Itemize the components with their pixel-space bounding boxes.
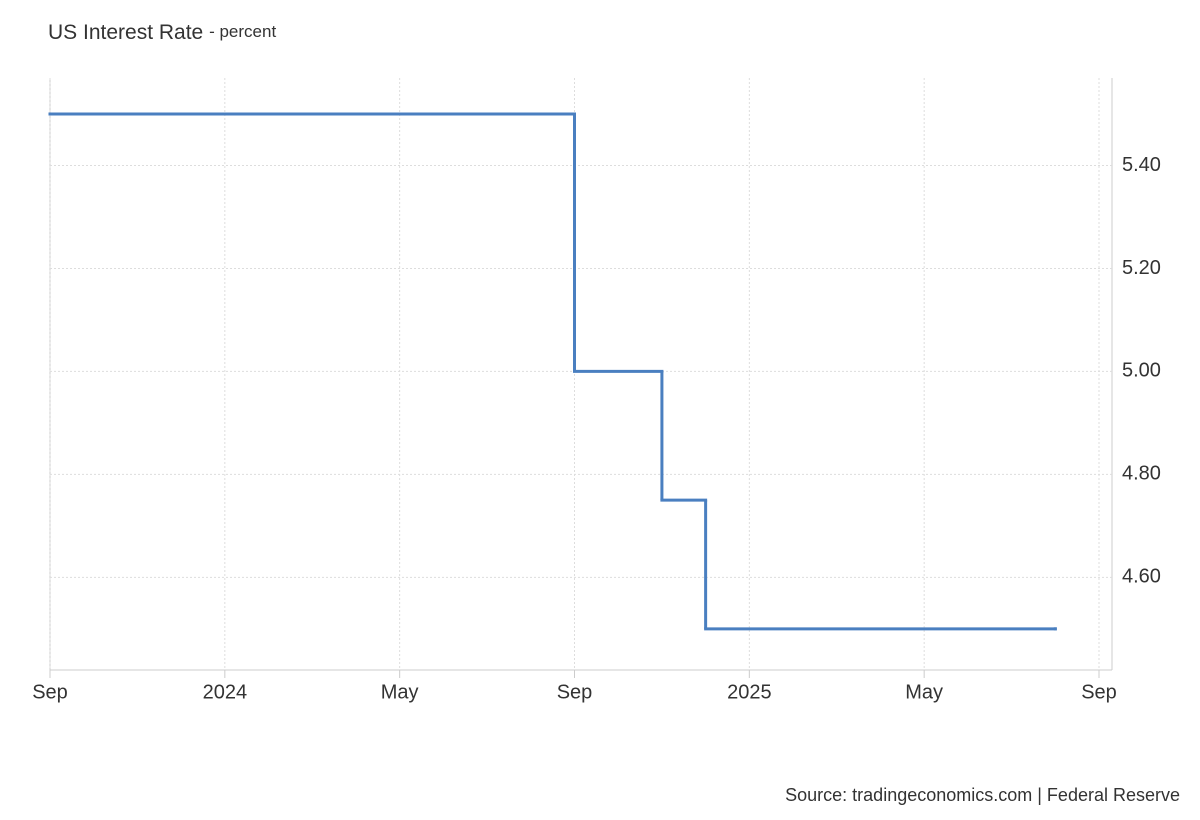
y-tick-label: 4.80 (1122, 463, 1161, 485)
x-tick-label: 2024 (203, 681, 248, 703)
y-tick-label: 5.00 (1122, 360, 1161, 382)
x-tick-label: 2025 (727, 681, 772, 703)
y-tick-label: 4.60 (1122, 566, 1161, 588)
source: Source: tradingeconomics.com | Federal R… (785, 785, 1180, 805)
x-tick-label: Sep (1081, 681, 1117, 703)
chart-title: US Interest Rate - percent (48, 21, 276, 44)
title: US Interest Rate (48, 21, 203, 44)
x-tick-label: Sep (557, 681, 593, 703)
y-tick-label: 5.40 (1122, 154, 1161, 176)
x-tick-label: May (381, 681, 419, 703)
y-tick-label: 5.20 (1122, 257, 1161, 279)
subtitle: - percent (209, 22, 276, 41)
x-tick-label: Sep (32, 681, 68, 703)
x-tick-label: May (905, 681, 943, 703)
